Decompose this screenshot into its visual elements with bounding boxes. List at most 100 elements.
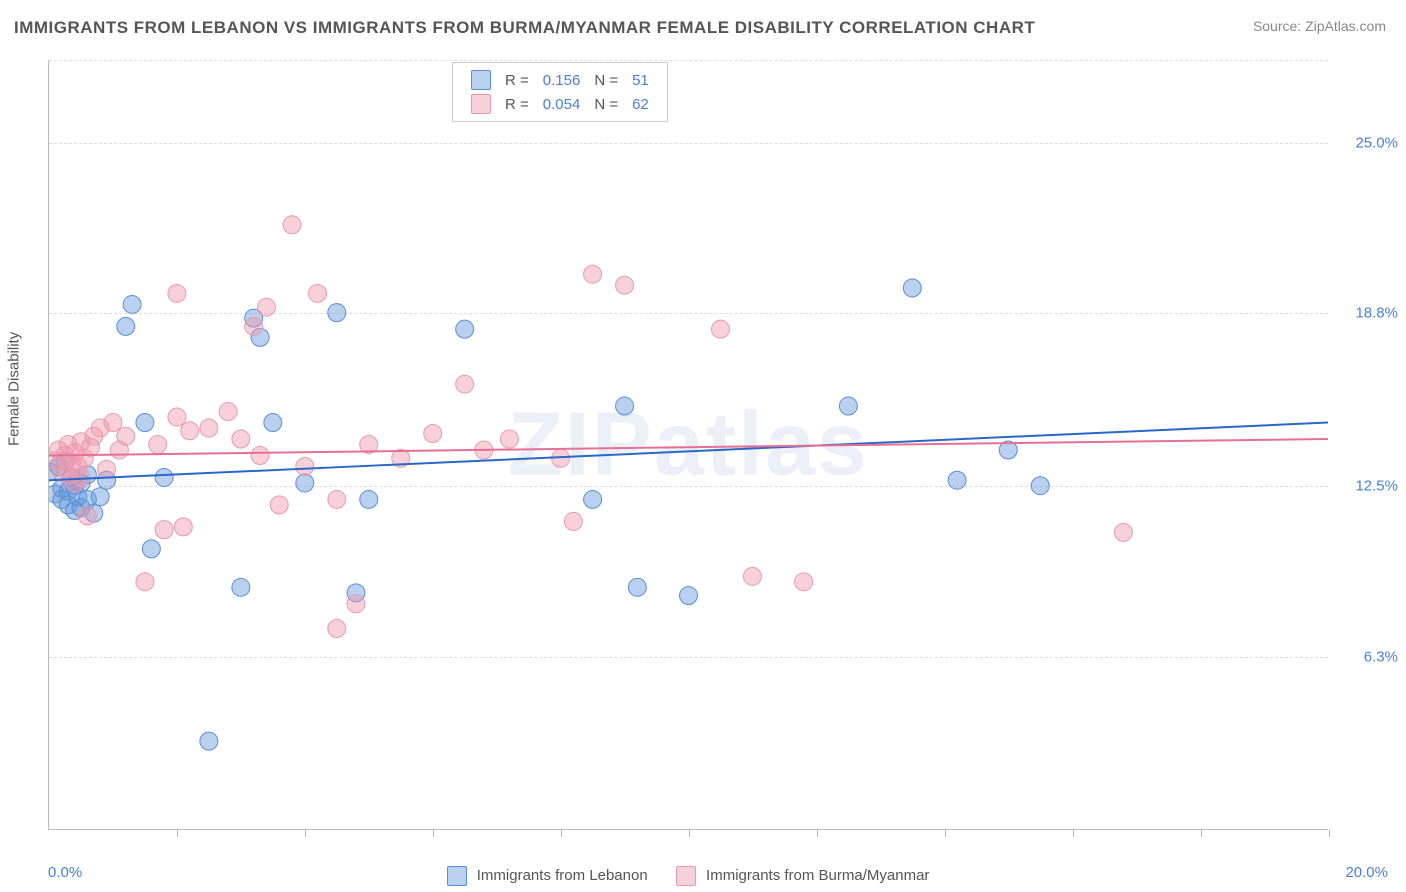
legend-row-lebanon: R = 0.156 N = 51 [465, 69, 655, 91]
data-point [328, 490, 346, 508]
data-point [117, 317, 135, 335]
legend-label: Immigrants from Burma/Myanmar [706, 867, 929, 884]
x-tick [561, 829, 562, 837]
legend-label: Immigrants from Lebanon [477, 867, 648, 884]
swatch-burma-icon [676, 866, 696, 886]
data-point [328, 304, 346, 322]
data-point [903, 279, 921, 297]
data-point [136, 414, 154, 432]
y-tick-label: 25.0% [1338, 134, 1398, 151]
data-point [168, 284, 186, 302]
data-point [839, 397, 857, 415]
data-point [245, 317, 263, 335]
x-tick [945, 829, 946, 837]
data-point [123, 295, 141, 313]
data-point [174, 518, 192, 536]
data-point [232, 430, 250, 448]
data-point [999, 441, 1017, 459]
x-tick [177, 829, 178, 837]
data-point [155, 468, 173, 486]
data-point [91, 488, 109, 506]
data-point [680, 587, 698, 605]
data-point [232, 578, 250, 596]
data-point [1031, 477, 1049, 495]
legend-r-label: R = [499, 93, 535, 115]
data-point [552, 449, 570, 467]
x-tick [433, 829, 434, 837]
data-point [628, 578, 646, 596]
legend-n-label: N = [588, 93, 624, 115]
data-point [257, 298, 275, 316]
x-axis-max-label: 20.0% [1345, 864, 1388, 881]
data-point [117, 427, 135, 445]
data-point [251, 446, 269, 464]
data-point [264, 414, 282, 432]
scatter-points-layer [49, 60, 1328, 829]
data-point [98, 460, 116, 478]
data-point [1114, 523, 1132, 541]
x-tick [1329, 829, 1330, 837]
swatch-lebanon-icon [471, 70, 491, 90]
data-point [795, 573, 813, 591]
y-tick-label: 12.5% [1338, 478, 1398, 495]
data-point [743, 567, 761, 585]
swatch-lebanon-icon [447, 866, 467, 886]
legend-item-lebanon: Immigrants from Lebanon [447, 866, 648, 886]
legend-item-burma: Immigrants from Burma/Myanmar [676, 866, 930, 886]
legend-n-label: N = [588, 69, 624, 91]
legend-n-value: 62 [626, 93, 655, 115]
data-point [392, 449, 410, 467]
data-point [584, 490, 602, 508]
data-point [200, 419, 218, 437]
data-point [136, 573, 154, 591]
legend-r-value: 0.156 [537, 69, 587, 91]
data-point [309, 284, 327, 302]
data-point [360, 436, 378, 454]
data-point [296, 474, 314, 492]
x-tick [817, 829, 818, 837]
x-tick [1201, 829, 1202, 837]
data-point [149, 436, 167, 454]
legend-row-burma: R = 0.054 N = 62 [465, 93, 655, 115]
data-point [424, 425, 442, 443]
data-point [347, 595, 365, 613]
data-point [564, 512, 582, 530]
plot-area: ZIPatlas 6.3%12.5%18.8%25.0% [48, 60, 1328, 830]
data-point [72, 468, 90, 486]
data-point [181, 422, 199, 440]
y-axis-title: Female Disability [6, 332, 23, 446]
x-tick [689, 829, 690, 837]
data-point [219, 403, 237, 421]
data-point [456, 375, 474, 393]
data-point [200, 732, 218, 750]
data-point [584, 265, 602, 283]
legend-r-label: R = [499, 69, 535, 91]
data-point [475, 441, 493, 459]
data-point [78, 507, 96, 525]
y-tick-label: 18.8% [1338, 305, 1398, 322]
x-tick [305, 829, 306, 837]
data-point [616, 397, 634, 415]
data-point [500, 430, 518, 448]
data-point [168, 408, 186, 426]
chart-title: IMMIGRANTS FROM LEBANON VS IMMIGRANTS FR… [14, 18, 1035, 38]
series-legend: Immigrants from Lebanon Immigrants from … [48, 866, 1328, 886]
data-point [616, 276, 634, 294]
legend-r-value: 0.054 [537, 93, 587, 115]
data-point [948, 471, 966, 489]
data-point [711, 320, 729, 338]
data-point [283, 216, 301, 234]
data-point [104, 414, 122, 432]
x-tick [1073, 829, 1074, 837]
data-point [155, 521, 173, 539]
correlation-legend: R = 0.156 N = 51 R = 0.054 N = 62 [452, 62, 668, 122]
data-point [328, 620, 346, 638]
source-attribution: Source: ZipAtlas.com [1253, 18, 1386, 34]
y-tick-label: 6.3% [1338, 648, 1398, 665]
legend-n-value: 51 [626, 69, 655, 91]
data-point [456, 320, 474, 338]
data-point [360, 490, 378, 508]
data-point [296, 457, 314, 475]
data-point [142, 540, 160, 558]
data-point [270, 496, 288, 514]
